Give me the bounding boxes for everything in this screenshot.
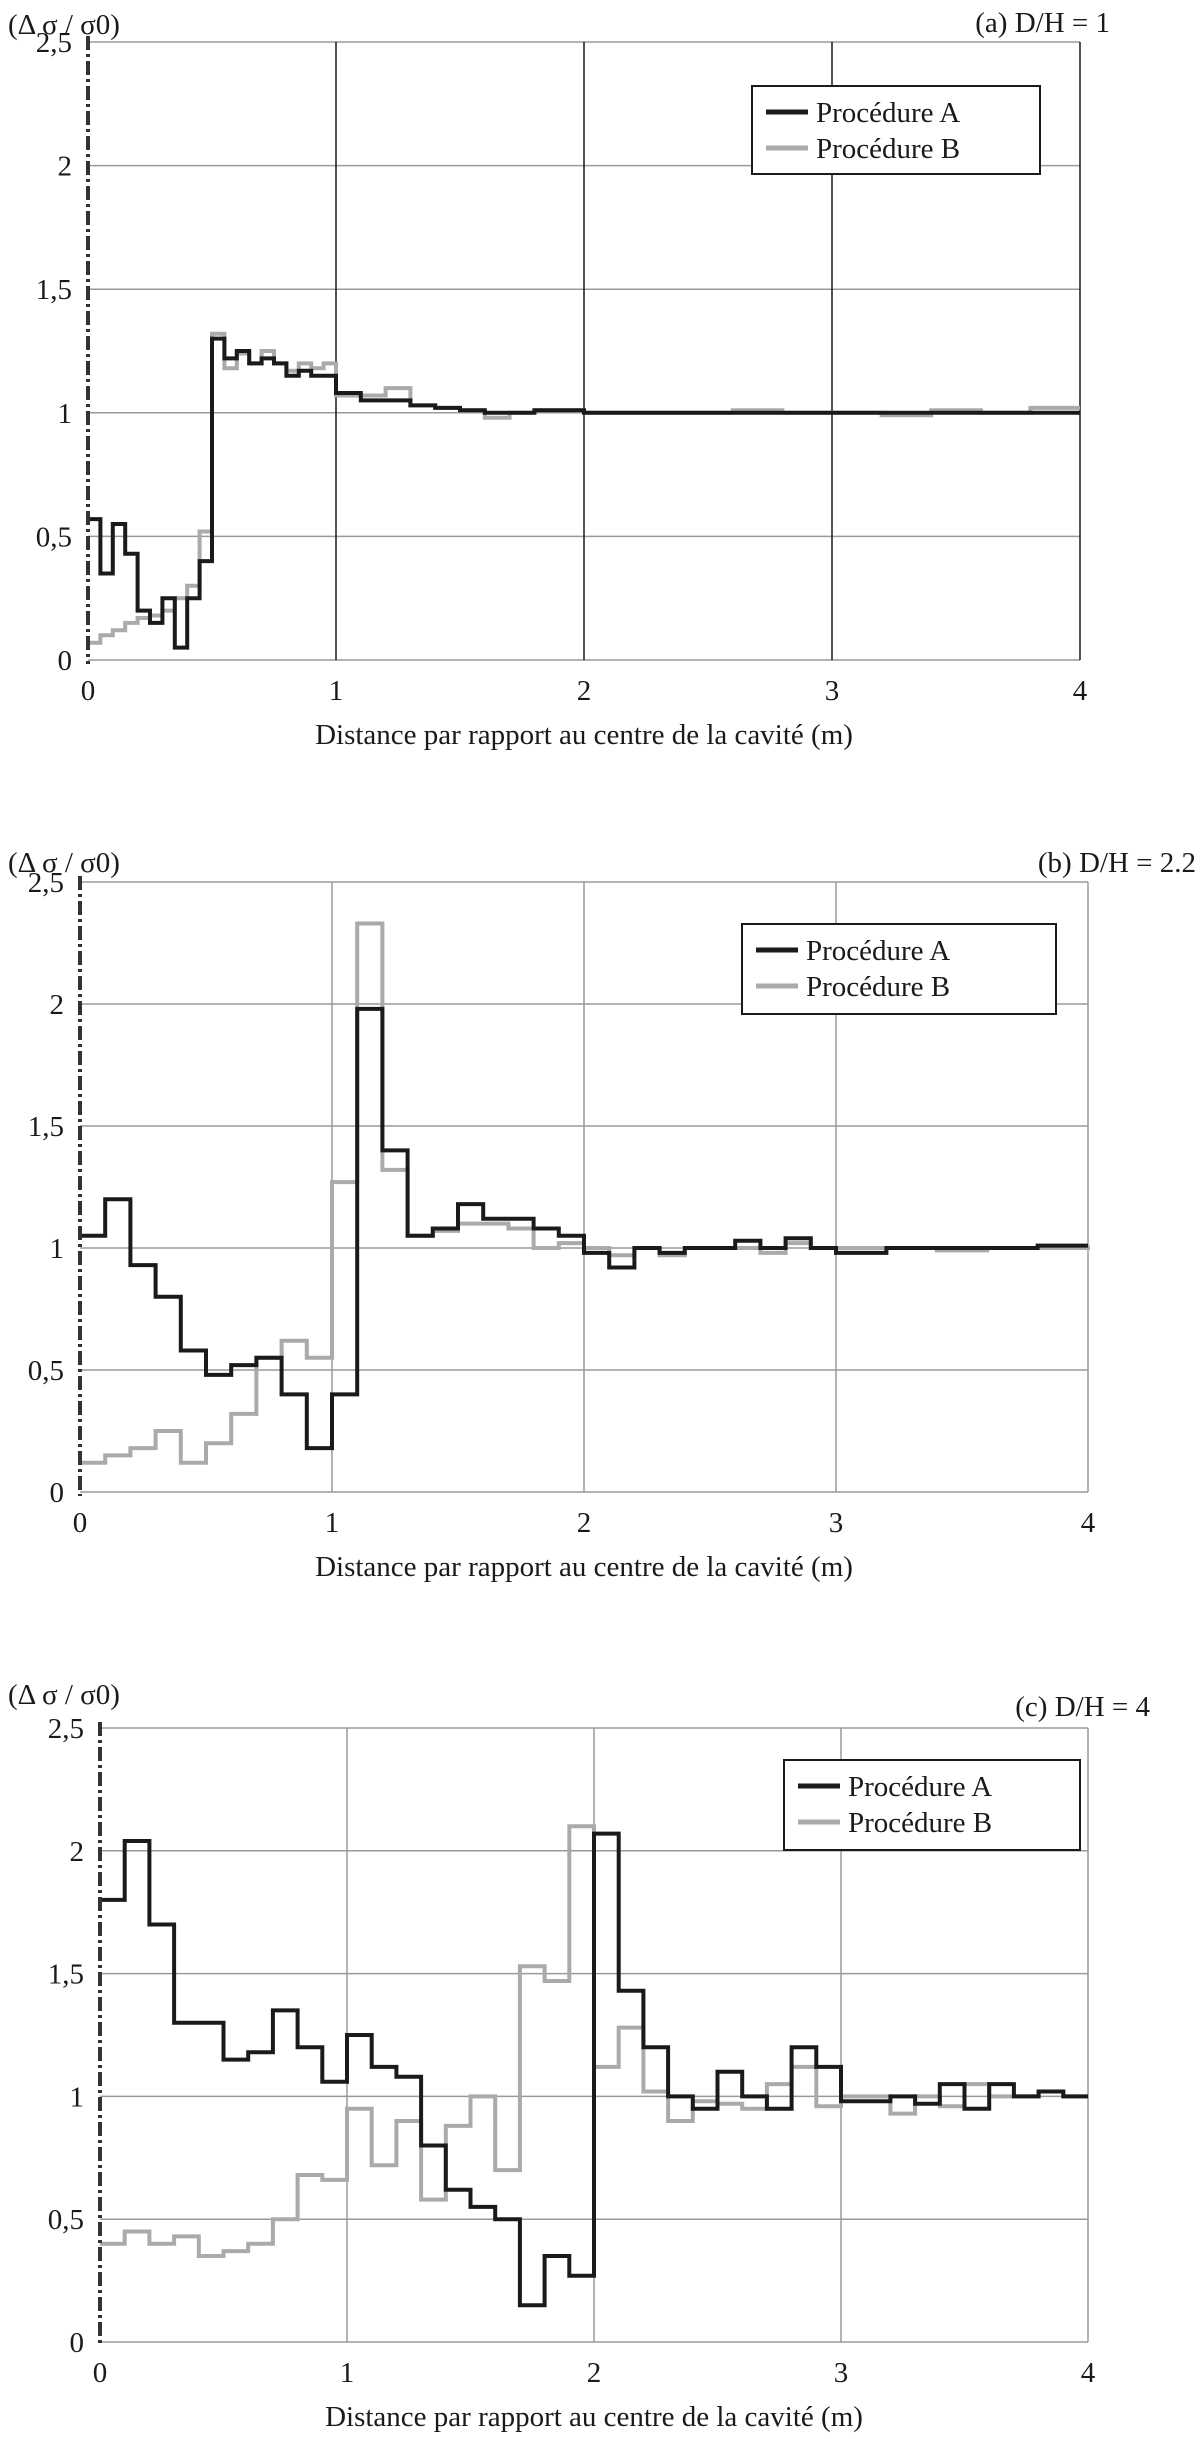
chart-b-title: (b) D/H = 2.2 xyxy=(1038,847,1196,879)
chart-c-title: (c) D/H = 4 xyxy=(1015,1691,1150,1723)
chart-a-ytick-label: 1 xyxy=(58,398,73,430)
chart-b-xtick-label: 0 xyxy=(73,1507,88,1539)
chart-panel-b: (Δ σ / σ0) (b) D/H = 2.2 0 0,5 1 1,5 2 2,5 0 1… xyxy=(8,847,1196,1583)
chart-b-series-b-line xyxy=(80,921,1090,1465)
chart-a-title: (a) D/H = 1 xyxy=(975,7,1110,39)
chart-a-ytick-label: 1,5 xyxy=(36,274,72,306)
chart-b-ytick-label: 0 xyxy=(50,1477,65,1509)
chart-a-legend-box xyxy=(751,85,1041,175)
chart-panel-a: (Δ σ / σ0) (a) D/H = 1 0 0,5 1 1,5 2 2,5 0 1 2 3… xyxy=(8,7,1110,751)
chart-b-series-a-line xyxy=(80,1006,1088,1451)
chart-panel-c: (Δ σ / σ0) (c) D/H = 4 0 0,5 1 1,5 2 2,5 0 1 2 3… xyxy=(8,1679,1150,2433)
chart-c-xtick-label: 1 xyxy=(340,2357,355,2389)
chart-b-xtick-label: 1 xyxy=(325,1507,340,1539)
chart-a-series-a-line xyxy=(88,336,1080,650)
chart-c-series-a-line xyxy=(100,1831,1088,2308)
chart-a-xticks: 0 1 2 3 4 xyxy=(81,675,1088,707)
chart-b-yticks: 0 0,5 1 1,5 2 2,5 xyxy=(28,867,64,1509)
chart-b-legend: Procédure A Procédure B xyxy=(741,923,1057,1015)
chart-a-legend-label-b: Procédure B xyxy=(816,133,960,165)
chart-c-ytick-label: 1,5 xyxy=(48,1959,84,1991)
chart-a-legend-label-a: Procédure A xyxy=(816,97,960,129)
chart-b-xlabel: Distance par rapport au centre de la cav… xyxy=(315,1551,853,1583)
chart-a-xtick-label: 3 xyxy=(825,675,840,707)
chart-c-xtick-label: 0 xyxy=(93,2357,108,2389)
chart-a-xtick-label: 0 xyxy=(81,675,96,707)
chart-a-ytick-label: 2,5 xyxy=(36,27,72,59)
chart-c-legend-label-b: Procédure B xyxy=(848,1807,992,1839)
chart-b-gridlines xyxy=(80,881,1089,1493)
chart-b-ytick-label: 2,5 xyxy=(28,867,64,899)
chart-c-ylabel: (Δ σ / σ0) xyxy=(8,1679,120,1711)
chart-b-ytick-label: 2 xyxy=(50,989,65,1021)
chart-c-yticks: 0 0,5 1 1,5 2 2,5 xyxy=(48,1713,84,2359)
chart-a-ytick-label: 0 xyxy=(58,645,73,677)
chart-a-ytick-label: 0,5 xyxy=(36,521,72,553)
chart-c-ytick-label: 2 xyxy=(70,1836,85,1868)
chart-c-series-b-line xyxy=(100,1824,1088,2258)
chart-a-ytick-label: 2 xyxy=(58,151,73,183)
chart-c-ytick-label: 1 xyxy=(70,2081,85,2113)
chart-c-legend-label-a: Procédure A xyxy=(848,1771,992,1803)
chart-b-legend-box xyxy=(741,923,1057,1015)
chart-a-xtick-label: 1 xyxy=(329,675,344,707)
chart-c-legend: Procédure A Procédure B xyxy=(783,1759,1081,1851)
chart-a-legend: Procédure A Procédure B xyxy=(751,85,1041,175)
chart-a-xlabel: Distance par rapport au centre de la cav… xyxy=(315,719,853,751)
chart-a-yticks: 0 0,5 1 1,5 2 2,5 xyxy=(36,27,72,677)
chart-c-legend-box xyxy=(783,1759,1081,1851)
chart-b-legend-label-a: Procédure A xyxy=(806,935,950,967)
chart-b-series xyxy=(80,921,1090,1465)
chart-a-series xyxy=(88,331,1080,650)
chart-a-xtick-label: 4 xyxy=(1073,675,1088,707)
chart-b-ytick-label: 0,5 xyxy=(28,1355,64,1387)
chart-b-ylabel: (Δ σ / σ0) xyxy=(8,847,120,879)
chart-c-xtick-label: 2 xyxy=(587,2357,602,2389)
chart-c-ytick-label: 0,5 xyxy=(48,2204,84,2236)
chart-c-ytick-label: 2,5 xyxy=(48,1713,84,1745)
chart-b-ytick-label: 1 xyxy=(50,1233,65,1265)
chart-c-xlabel: Distance par rapport au centre de la cav… xyxy=(325,2401,863,2433)
chart-b-legend-label-b: Procédure B xyxy=(806,971,950,1003)
chart-b-xtick-label: 4 xyxy=(1081,1507,1096,1539)
chart-a-xtick-label: 2 xyxy=(577,675,592,707)
chart-c-ytick-label: 0 xyxy=(70,2327,85,2359)
chart-b-xtick-label: 2 xyxy=(577,1507,592,1539)
chart-c-xticks: 0 1 2 3 4 xyxy=(93,2357,1096,2389)
chart-c-series xyxy=(100,1824,1088,2308)
chart-b-xticks: 0 1 2 3 4 xyxy=(73,1507,1096,1539)
chart-c-xtick-label: 3 xyxy=(834,2357,849,2389)
chart-b-ytick-label: 1,5 xyxy=(28,1111,64,1143)
chart-c-xtick-label: 4 xyxy=(1081,2357,1096,2389)
chart-a-ylabel: (Δ σ / σ0) xyxy=(8,9,120,41)
chart-b-xtick-label: 3 xyxy=(829,1507,844,1539)
